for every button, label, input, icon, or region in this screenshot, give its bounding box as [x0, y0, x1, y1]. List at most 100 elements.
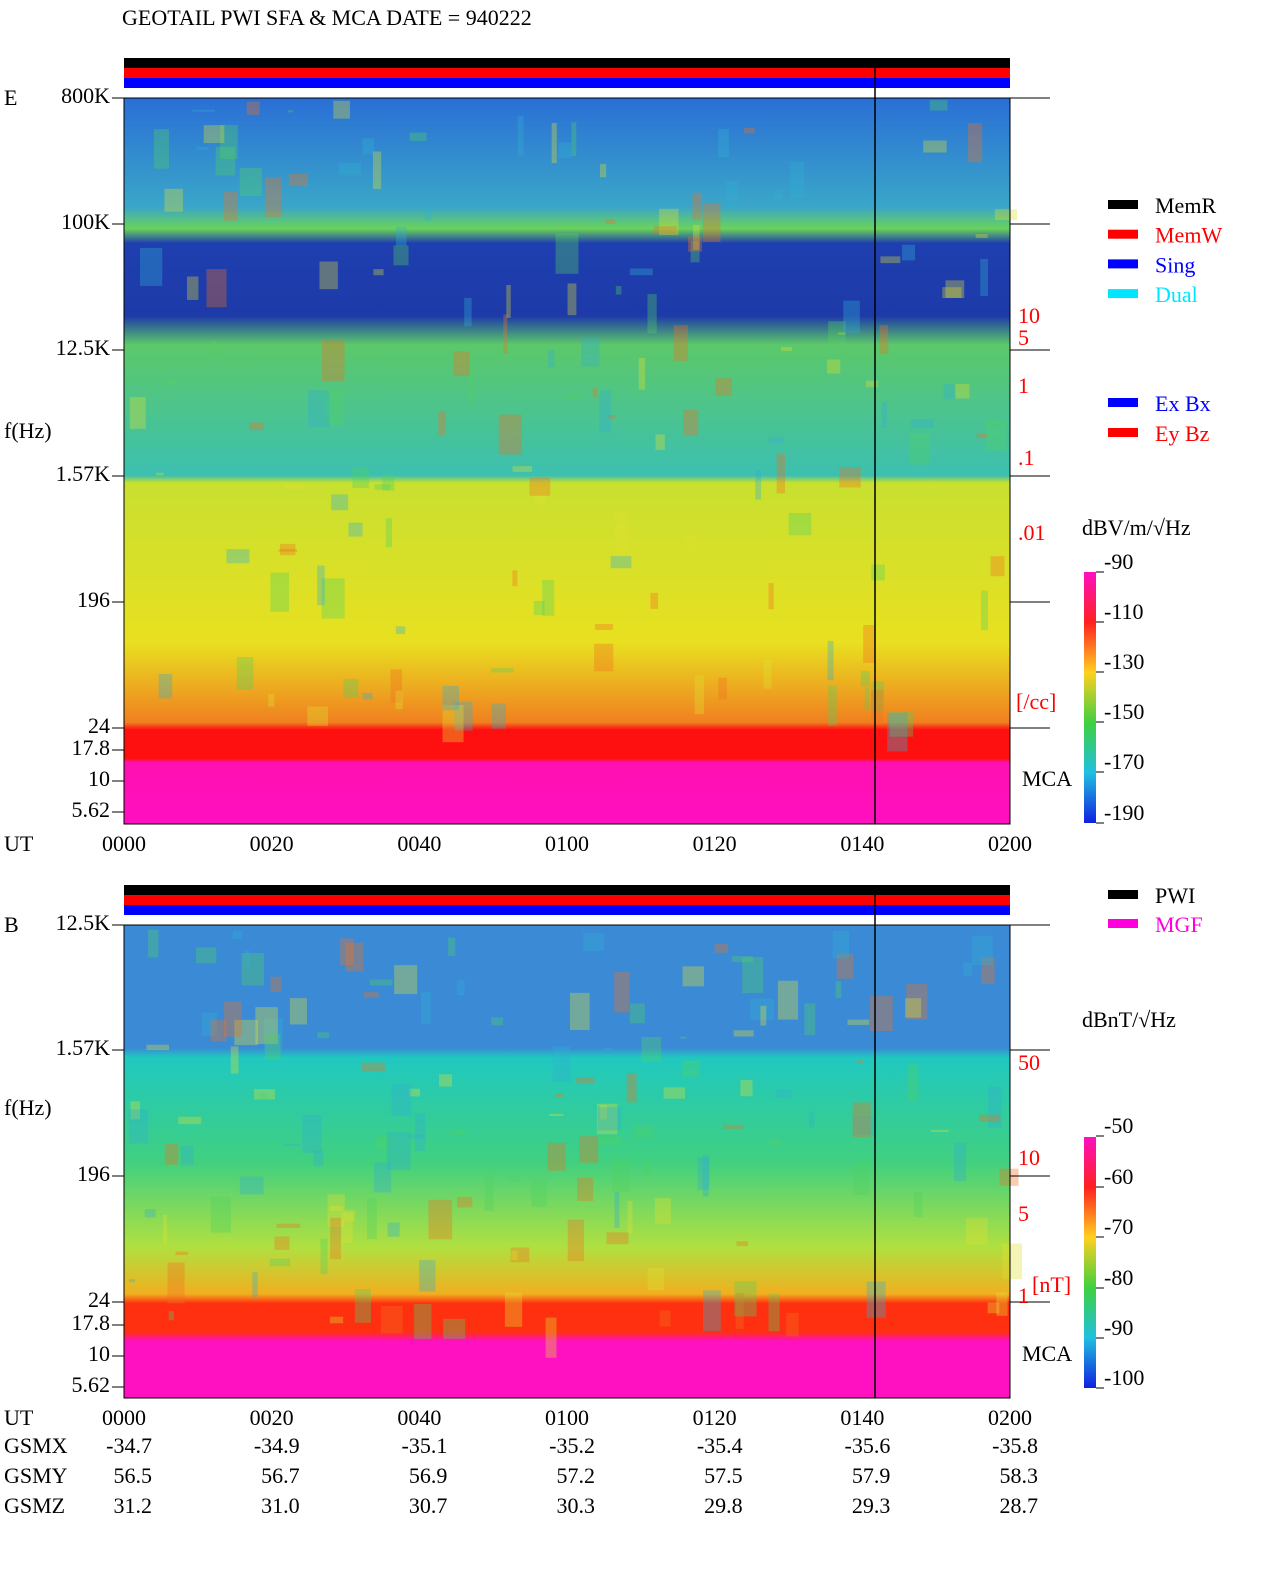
orbit-value: 56.5 [114, 1463, 153, 1488]
colorbar [1084, 1137, 1096, 1388]
y-tick-label: 12.5K [56, 335, 111, 360]
spectrogram-noise [154, 129, 169, 169]
title: GEOTAIL PWI SFA & MCA DATE = 940222 [122, 5, 532, 30]
legend-swatch [1108, 289, 1138, 298]
mca-label: MCA [1022, 1341, 1072, 1366]
spectrogram-noise [769, 1139, 780, 1145]
colorbar [1084, 572, 1096, 823]
spectrogram-noise [871, 564, 885, 580]
spectrogram-noise [611, 556, 632, 568]
spectrogram-noise [760, 1006, 766, 1026]
orbit-value: 57.5 [704, 1463, 743, 1488]
spectrogram-noise [594, 644, 613, 672]
y-tick-label: 196 [77, 1161, 110, 1186]
spectrogram-noise [277, 1224, 300, 1228]
legend-swatch [1108, 398, 1138, 407]
spectrogram-noise [726, 181, 738, 208]
x-tick-label: 0040 [397, 1405, 441, 1430]
spectrogram-noise [768, 1294, 779, 1331]
spectrogram-noise [763, 659, 771, 689]
spectrogram-noise [790, 162, 805, 198]
spectrogram-noise [887, 713, 907, 752]
panel-label: E [4, 85, 17, 110]
spectrogram-noise [768, 583, 773, 609]
spectrogram-noise [995, 209, 1017, 220]
spectrogram-noise [607, 1232, 629, 1244]
spectrogram-noise [674, 325, 688, 361]
spectrogram-noise [382, 474, 394, 490]
spectrogram-noise [448, 938, 455, 956]
spectrogram-noise [164, 189, 182, 212]
orbit-value: 31.2 [114, 1493, 153, 1518]
colorbar-tick-label: -110 [1104, 599, 1144, 624]
spectrogram-noise [546, 1318, 557, 1358]
spectrogram-noise [343, 679, 358, 698]
spectrogram-noise [980, 259, 988, 296]
spectrogram-noise [260, 1093, 267, 1099]
status-bar [124, 895, 1010, 905]
spectrogram-noise [367, 1198, 377, 1239]
spectrogram-noise [972, 936, 993, 965]
spectrogram-noise [769, 438, 783, 444]
spectrogram-noise [865, 687, 869, 710]
x-tick-label: 0020 [250, 1405, 294, 1430]
spectrogram-noise [193, 110, 216, 112]
spectrogram-noise [289, 174, 308, 186]
colorbar-tick-label: -100 [1104, 1365, 1144, 1390]
spectrogram-noise [718, 678, 727, 700]
colorbar-unit: dBnT/√Hz [1082, 1007, 1176, 1032]
spectrogram-noise [130, 397, 146, 429]
orbit-label: GSMY [4, 1463, 68, 1488]
spectrogram-noise [419, 1260, 435, 1292]
spectrogram-noise [723, 1125, 744, 1129]
spectrogram-noise [268, 694, 274, 707]
orbit-value: -35.6 [845, 1433, 891, 1458]
colorbar-tick-label: -80 [1104, 1265, 1133, 1290]
spectrogram-noise [270, 573, 289, 612]
spectrogram-noise [827, 360, 840, 374]
spectrogram-noise [703, 1290, 721, 1331]
panel-label: B [4, 912, 19, 937]
spectrogram-noise [279, 549, 298, 552]
spectrogram-noise [518, 116, 524, 156]
spectrogram-noise [660, 1310, 671, 1326]
spectrogram-noise [715, 944, 728, 953]
spectrogram-noise [340, 938, 354, 964]
spectrogram-noise [302, 1115, 322, 1153]
spectrogram-noise [317, 1032, 329, 1038]
spectrogram-noise [233, 930, 243, 939]
spectrogram-noise [396, 626, 405, 634]
spectrogram-noise [290, 998, 307, 1024]
x-tick-label: 0120 [693, 1405, 737, 1430]
spectrogram-noise [224, 191, 238, 220]
spectrogram-noise [330, 1206, 343, 1211]
spectrogram-noise [140, 248, 162, 286]
spectrogram-noise [339, 163, 361, 175]
spectrogram-noise [231, 1046, 239, 1073]
spectrogram-noise [283, 1144, 301, 1146]
spectrogram-noise [781, 347, 792, 351]
spectrogram-noise [695, 676, 704, 714]
spectrogram-noise [396, 227, 407, 246]
spectrogram-noise [442, 686, 459, 710]
spectrogram-noise [931, 1130, 949, 1132]
y-tick-label: 17.8 [72, 1310, 111, 1335]
spectrogram-noise [866, 381, 878, 388]
spectrogram-noise [991, 556, 1005, 576]
spectrogram-noise [393, 246, 408, 266]
spectrogram-noise [363, 693, 373, 700]
spectrogram-noise [491, 1017, 503, 1025]
spectrogram-noise [414, 1304, 431, 1339]
spectrogram-noise [224, 1001, 242, 1036]
orbit-value: 57.2 [557, 1463, 596, 1488]
spectrogram-noise [853, 1102, 871, 1137]
spectrogram-noise [616, 286, 622, 295]
spectrogram-noise [178, 1117, 201, 1124]
spectrogram-noise [450, 1130, 465, 1136]
spectrogram-noise [392, 1084, 412, 1116]
colorbar-tick-label: -170 [1104, 749, 1144, 774]
spectrogram-noise [319, 262, 337, 290]
spectrogram-noise [576, 1077, 594, 1083]
spectrogram-noise [879, 325, 888, 354]
colorbar-tick-label: -90 [1104, 1315, 1133, 1340]
